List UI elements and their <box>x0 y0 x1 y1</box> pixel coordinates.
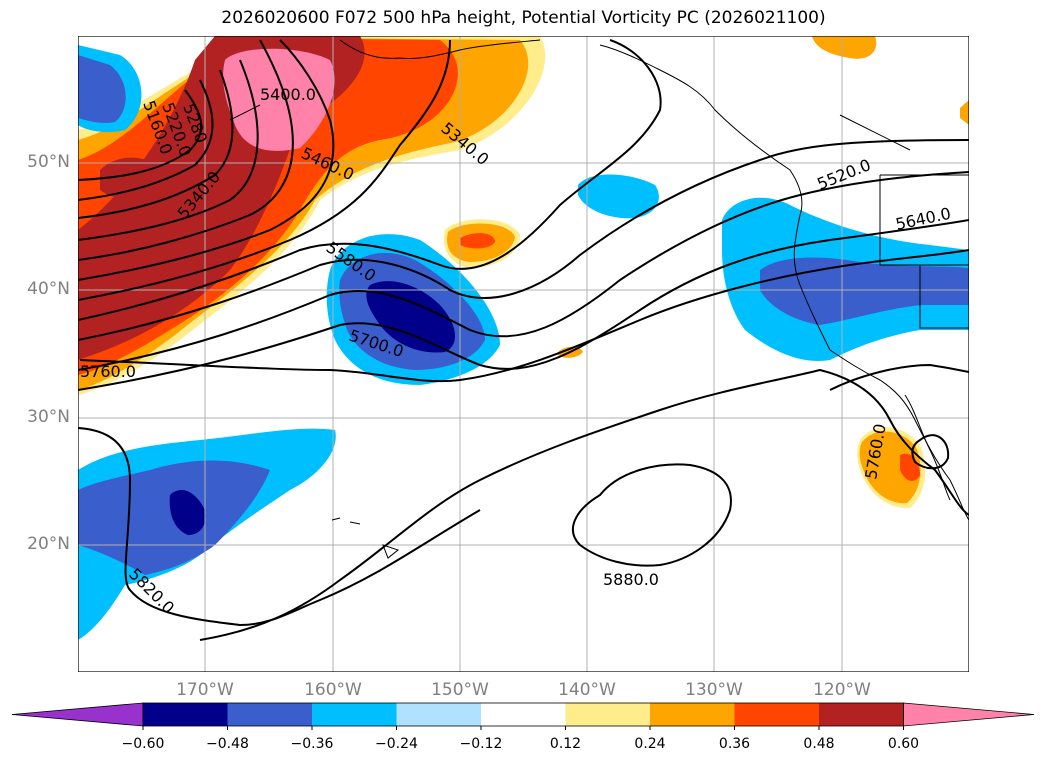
colorbar-tick-label: −0.12 <box>459 736 503 752</box>
colorbar-tick-label: 0.12 <box>549 736 582 752</box>
colorbar-tick-label: −0.48 <box>206 736 249 752</box>
lat-label-40n: 40°N <box>27 279 70 299</box>
lon-label-160w: 160°W <box>304 680 362 700</box>
lat-label-50n: 50°N <box>27 152 70 172</box>
lat-label-20n: 20°N <box>27 534 70 554</box>
colorbar-tick-label: −0.60 <box>121 736 165 752</box>
colorbar-tick-label: 0.60 <box>887 736 920 752</box>
contour-label: 5880.0 <box>603 570 659 589</box>
pv-negative-fill <box>78 45 969 640</box>
lat-label-30n: 30°N <box>27 407 70 427</box>
colorbar-tick-label: −0.24 <box>375 736 418 752</box>
colorbar-tick-label: 0.24 <box>634 736 666 752</box>
lon-label-150w: 150°W <box>431 680 489 700</box>
lon-label-120w: 120°W <box>813 680 871 700</box>
contour-label: 5760.0 <box>80 362 136 381</box>
map-title: 2026020600 F072 500 hPa height, Potentia… <box>221 8 826 28</box>
coastlines <box>229 39 969 559</box>
contour-label: 5400.0 <box>260 85 316 104</box>
colorbar-tick-label: 0.36 <box>718 736 751 752</box>
lon-label-140w: 140°W <box>558 680 616 700</box>
colorbar-tick-label: 0.48 <box>803 736 835 752</box>
height-contours <box>78 39 969 641</box>
colorbar-tick-label: −0.36 <box>290 736 334 752</box>
lon-label-130w: 130°W <box>685 680 743 700</box>
lon-label-170w: 170°W <box>176 680 234 700</box>
